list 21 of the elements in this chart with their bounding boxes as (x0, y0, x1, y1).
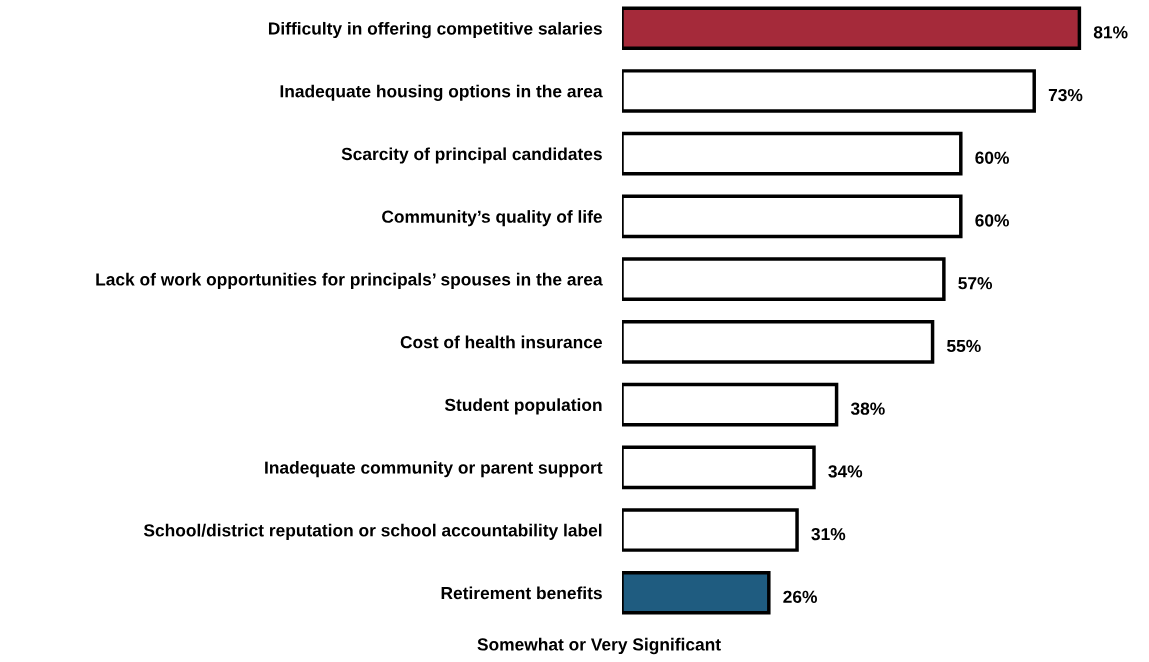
y-tick-label: Inadequate community or parent support (265, 461, 603, 478)
data-label: 31% (811, 527, 846, 541)
y-tick-label: School/district reputation or school accountability label (143, 523, 602, 540)
data-label: 34% (828, 465, 863, 478)
y-tick-label: Community’s quality of life (382, 210, 602, 227)
data-label: 73% (1048, 88, 1083, 102)
data-label: 26% (783, 590, 817, 603)
data-label: 60% (975, 151, 1009, 164)
x-axis-title: Somewhat or Very Significant (477, 637, 721, 655)
y-tick-label: Student population (444, 398, 602, 415)
data-label: 81% (1093, 26, 1128, 39)
data-label: 55% (947, 339, 981, 353)
y-tick-label: Scarcity of principal candidates (341, 147, 602, 164)
y-tick-label: Difficulty in offering competitive salaries (268, 21, 602, 39)
y-tick-label: Cost of health insurance (400, 335, 602, 349)
y-tick-label: Lack of work opportunities for principals’ spouses in the area (96, 272, 603, 290)
data-label: 60% (975, 214, 1009, 227)
data-label: 38% (850, 402, 885, 415)
data-label: 57% (958, 277, 993, 290)
y-tick-label: Retirement benefits (441, 586, 602, 600)
y-tick-label: Inadequate housing options in the area (280, 84, 603, 101)
